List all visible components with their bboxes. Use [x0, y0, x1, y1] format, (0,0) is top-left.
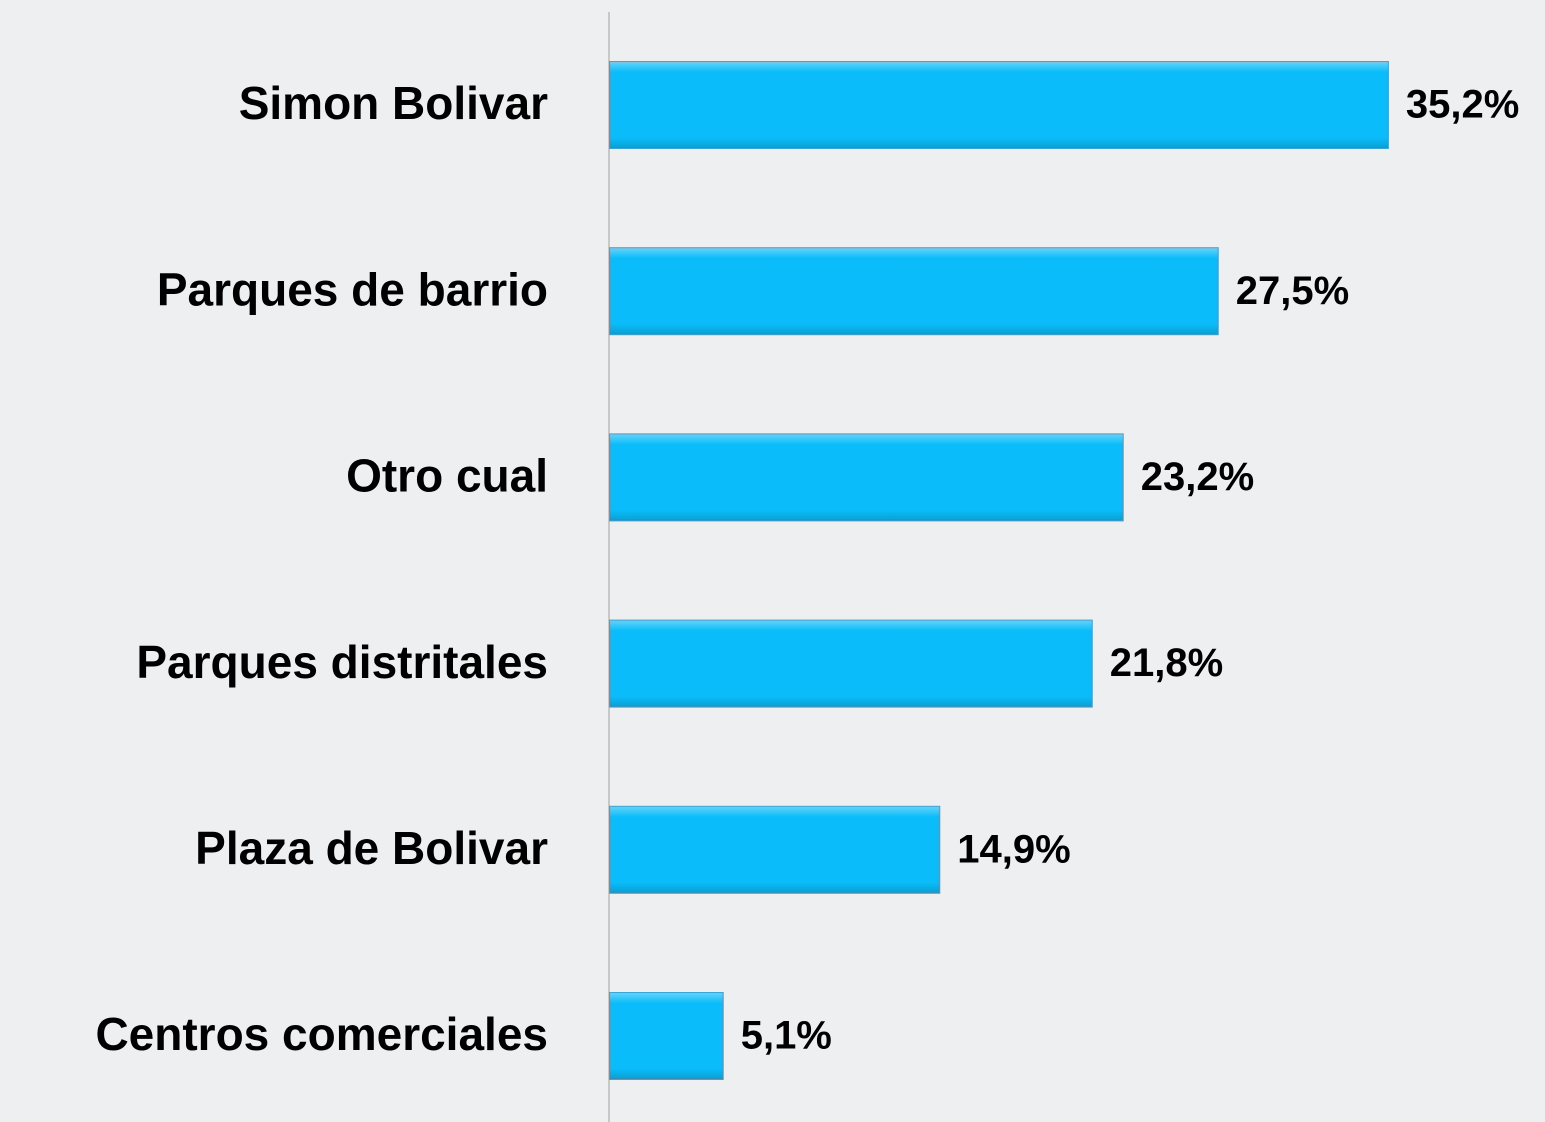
value-label: 35,2%: [1406, 83, 1519, 127]
bar-shine: [610, 620, 1092, 707]
value-label: 14,9%: [957, 827, 1070, 871]
value-label: 21,8%: [1110, 641, 1223, 685]
value-label: 27,5%: [1236, 269, 1349, 313]
bar-shine: [610, 993, 723, 1079]
y-tick-label: Simon Bolivar: [239, 77, 548, 129]
value-label: 23,2%: [1141, 455, 1254, 499]
value-label: 5,1%: [741, 1014, 832, 1058]
bar-shine: [610, 62, 1388, 148]
bar-shine: [610, 434, 1123, 521]
bar-shine: [610, 806, 940, 893]
y-tick-label: Parques distritales: [136, 636, 548, 688]
y-tick-label: Parques de barrio: [157, 263, 548, 315]
y-tick-label: Otro cual: [346, 450, 548, 502]
y-tick-label: Plaza de Bolivar: [195, 822, 548, 874]
y-tick-label: Centros comerciales: [95, 1008, 548, 1060]
bar-shine: [610, 248, 1218, 335]
